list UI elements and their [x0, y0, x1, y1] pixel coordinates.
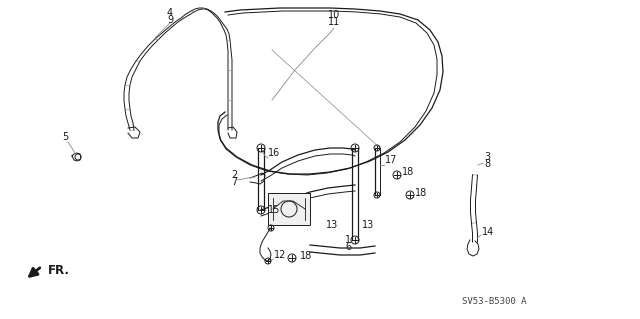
Text: 10: 10 — [328, 10, 340, 20]
Text: 4: 4 — [167, 8, 173, 18]
Text: 16: 16 — [268, 148, 280, 158]
Text: 5: 5 — [62, 132, 68, 142]
Text: 11: 11 — [328, 17, 340, 27]
Text: 17: 17 — [385, 155, 397, 165]
Text: 3: 3 — [484, 152, 490, 162]
Bar — [268, 193, 310, 225]
Text: 2: 2 — [231, 170, 237, 180]
Text: 18: 18 — [402, 167, 414, 177]
Text: 14: 14 — [482, 227, 494, 237]
Text: 1: 1 — [345, 235, 351, 245]
Text: SV53-B5300 A: SV53-B5300 A — [462, 297, 527, 306]
Text: FR.: FR. — [48, 264, 70, 278]
Text: 13: 13 — [362, 220, 374, 230]
Text: 9: 9 — [167, 15, 173, 25]
Text: 18: 18 — [415, 188, 428, 198]
Text: 18: 18 — [300, 251, 312, 261]
Text: 15: 15 — [268, 205, 280, 215]
Text: 13: 13 — [326, 220, 338, 230]
Text: 8: 8 — [484, 159, 490, 169]
Text: 12: 12 — [274, 250, 286, 260]
Text: 7: 7 — [231, 177, 237, 187]
Text: 6: 6 — [345, 242, 351, 252]
